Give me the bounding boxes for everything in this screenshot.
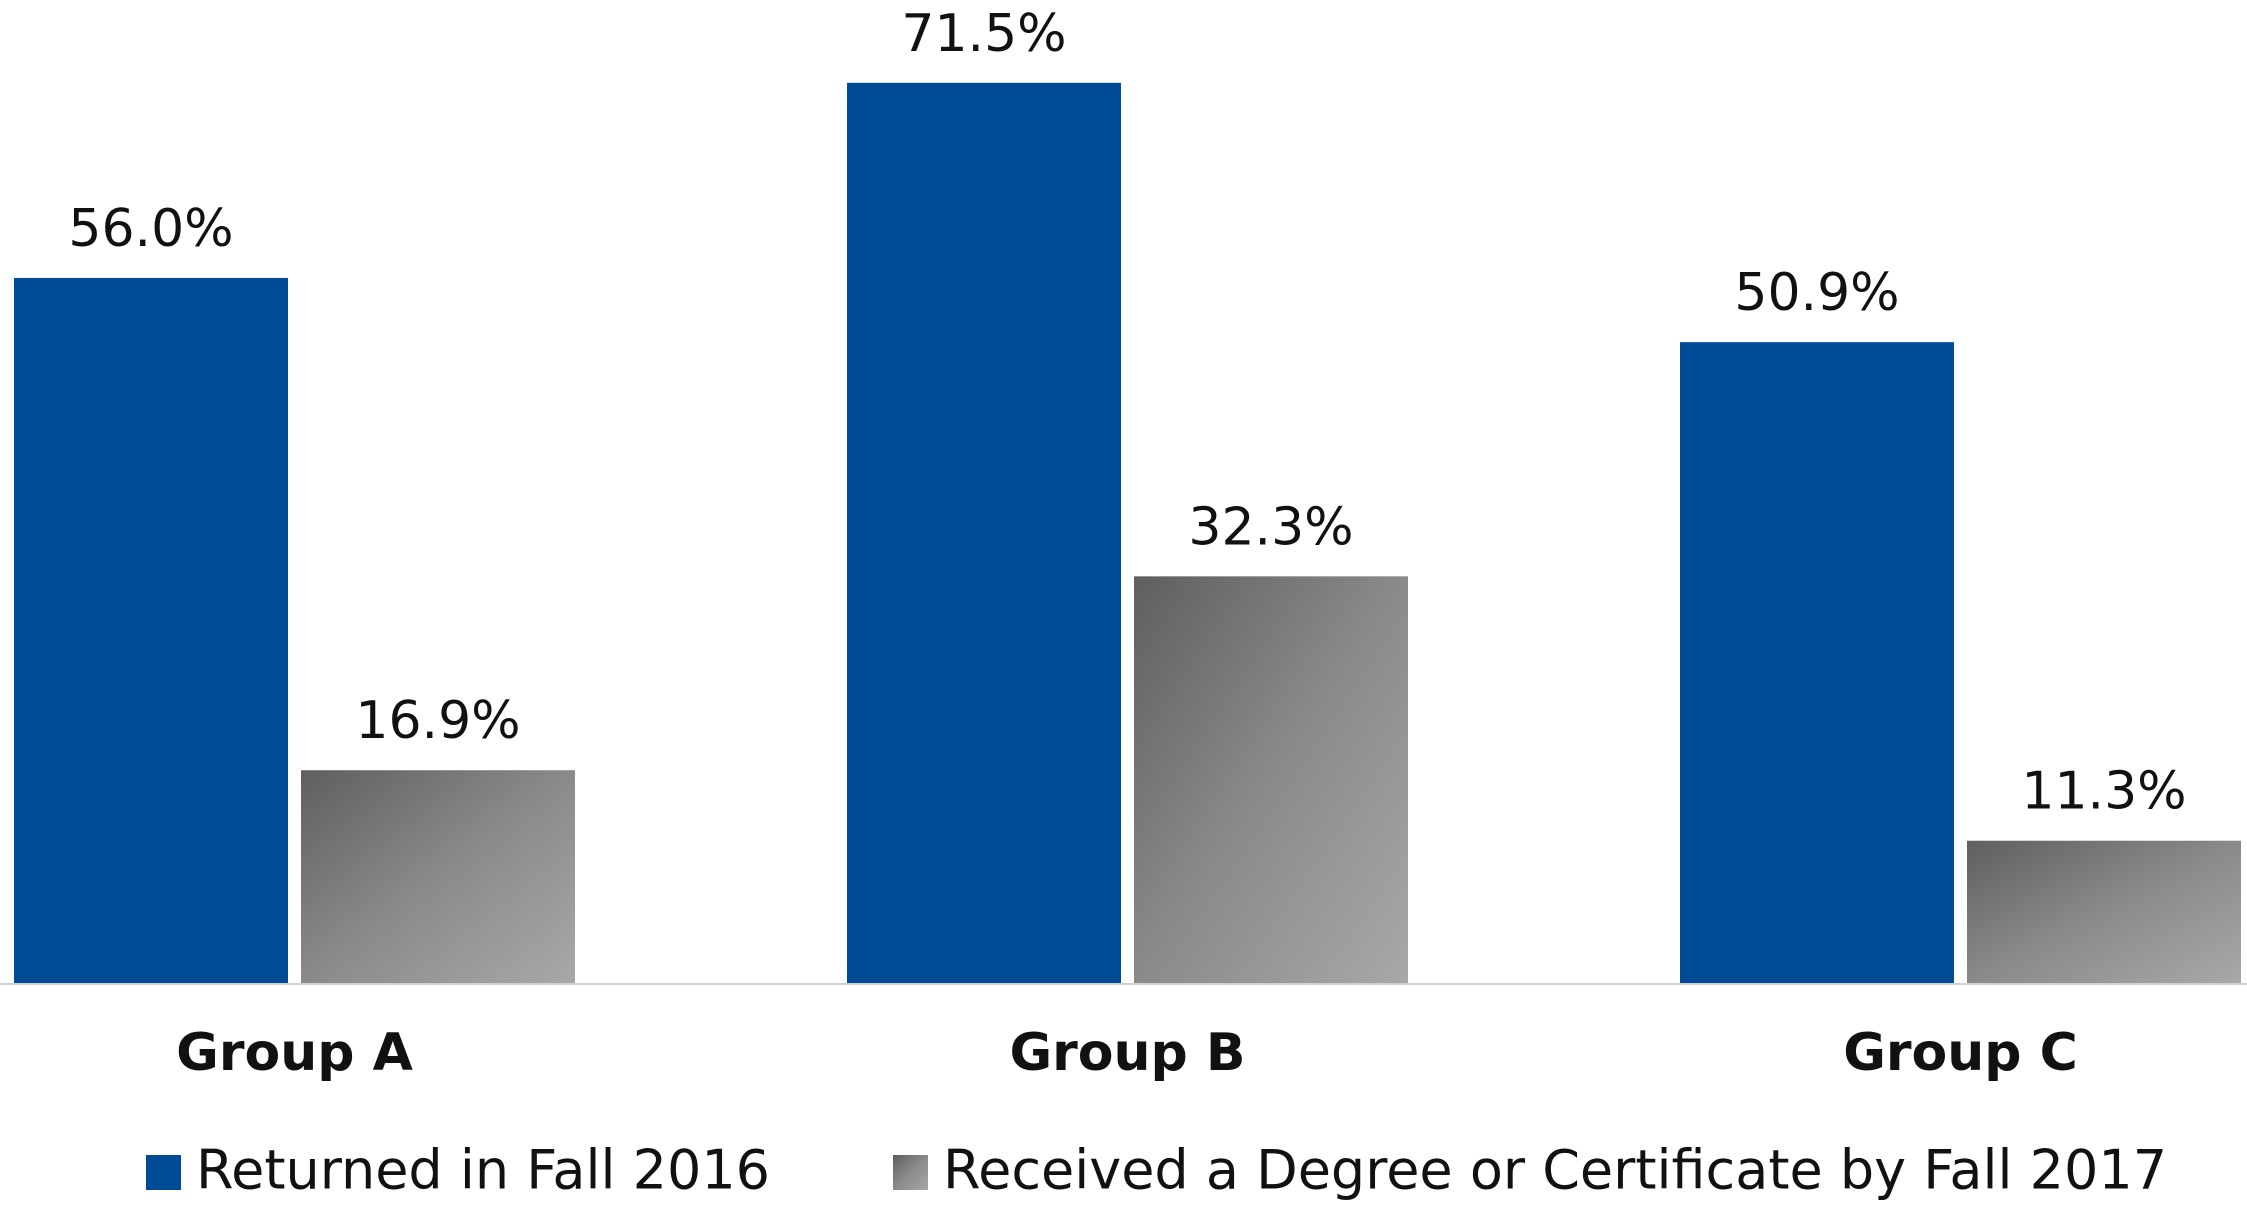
value-label: 50.9%	[1734, 263, 1899, 323]
x-tick-label: Group A	[176, 1023, 413, 1083]
bar	[1967, 840, 2241, 983]
bar	[301, 770, 575, 983]
bar	[1680, 342, 1954, 983]
value-label: 32.3%	[1188, 497, 1353, 557]
value-label: 71.5%	[901, 4, 1066, 64]
value-label: 56.0%	[68, 199, 233, 259]
value-label: 16.9%	[355, 691, 520, 751]
bar	[14, 277, 288, 984]
bar	[847, 82, 1121, 983]
x-tick-label: Group C	[1843, 1023, 2078, 1083]
bar	[1134, 576, 1408, 983]
legend-label: Returned in Fall 2016	[196, 1139, 770, 1202]
legend-swatch	[893, 1155, 928, 1190]
value-label: 11.3%	[2021, 762, 2186, 822]
x-tick-label: Group B	[1009, 1023, 1245, 1083]
legend-swatch	[146, 1155, 181, 1190]
legend-label: Received a Degree or Certificate by Fall…	[943, 1139, 2167, 1202]
